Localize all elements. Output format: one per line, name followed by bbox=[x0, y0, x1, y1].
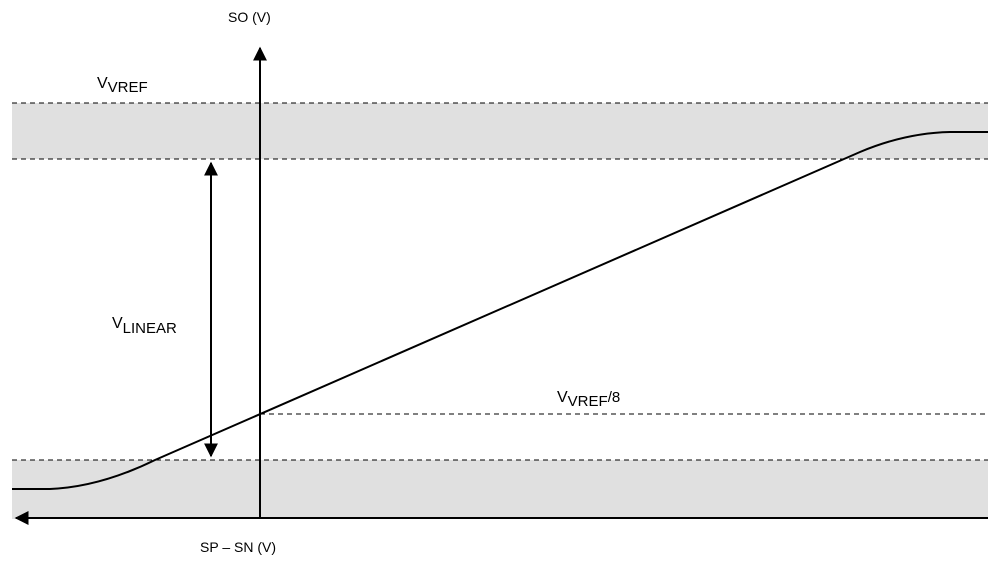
y-axis-label: SO (V) bbox=[228, 9, 271, 25]
transfer-curve bbox=[12, 131, 988, 490]
vlinear-label: VLINEAR bbox=[112, 315, 177, 337]
vref8-label: VVREF/8 bbox=[557, 389, 620, 410]
upper-saturation-band bbox=[12, 103, 988, 159]
lower-saturation-band bbox=[12, 460, 988, 519]
x-axis-label: SP – SN (V) bbox=[200, 539, 276, 555]
vref-label: VVREF bbox=[97, 75, 148, 96]
